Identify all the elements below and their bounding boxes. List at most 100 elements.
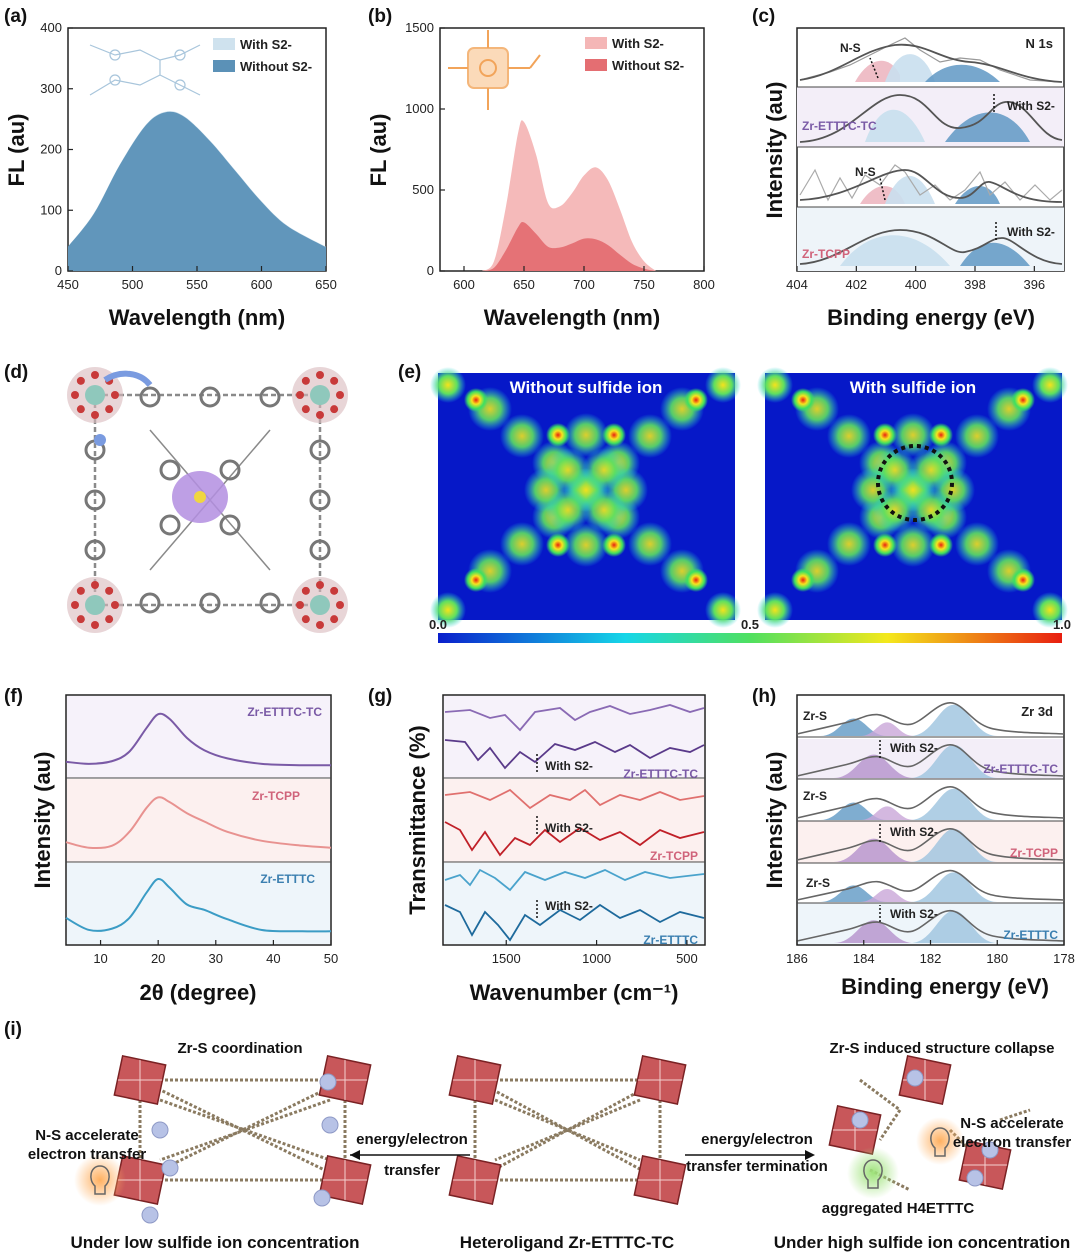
legend-a-swatch-2 <box>213 60 235 72</box>
f-xtick-label: 40 <box>266 951 280 966</box>
porphyrin-ring <box>219 459 241 481</box>
oxygen-atom <box>71 391 79 399</box>
a-xtick-label: 650 <box>315 277 337 292</box>
i-arrow-left-2: transfer <box>384 1162 440 1179</box>
heatmap-left-title-1: Without sulfide ion <box>510 378 663 397</box>
c-xtick-label: 398 <box>964 277 986 292</box>
i-left-note-2: electron transfer <box>28 1146 147 1163</box>
xps-h-fit <box>796 786 1065 819</box>
charge-map-e: Without sulfide ion With sulfide ion 0.0… <box>429 367 1071 643</box>
density-blob <box>955 522 999 566</box>
a-ytick-label: 200 <box>40 142 62 157</box>
xrd-trace-zr-tcpp <box>65 796 332 850</box>
heatmap-right-title-1: With sulfide ion <box>850 378 976 397</box>
oxygen-atom <box>76 586 85 595</box>
zr-node-facet <box>638 1160 682 1200</box>
density-hotspot <box>873 423 897 447</box>
xps-c-fit <box>799 43 1063 83</box>
xps-h-peak <box>910 788 998 820</box>
chart-c: N 1s N-S With S2- Zr-ETTTC-TC N-S With S… <box>762 27 1065 330</box>
legend-a-swatch-1 <box>213 38 235 50</box>
sulfide-ion <box>313 1189 331 1207</box>
sulfur-atom <box>194 491 206 503</box>
c-xtick-label: 400 <box>905 277 927 292</box>
zr-node-facet <box>453 1060 497 1100</box>
density-blob <box>827 414 871 458</box>
sulfide-ion <box>851 1111 869 1129</box>
legend-b-swatch-2 <box>585 59 607 71</box>
oxygen-atom <box>316 621 324 629</box>
a-ytick-label: 0 <box>55 263 62 278</box>
i-right-title: Zr-S induced structure collapse <box>829 1040 1054 1057</box>
density-hotspot <box>684 568 708 592</box>
arrow-right-head <box>805 1150 815 1160</box>
chart-b-molecule <box>448 30 541 110</box>
xps-h-peak <box>860 889 914 902</box>
h-xtick-label: 184 <box>853 951 875 966</box>
density-blob <box>564 523 608 567</box>
chart-f-frame <box>65 694 332 946</box>
sulfide-ion <box>151 1121 169 1139</box>
colorbar-tick: 0.5 <box>741 617 759 632</box>
chart-g-annot: With S2- <box>545 899 593 913</box>
sulfide-ion <box>161 1159 179 1177</box>
density-corner <box>430 592 466 628</box>
highlight-circle <box>876 444 954 522</box>
density-hotspot <box>546 533 570 557</box>
a-xtick-label: 600 <box>251 277 273 292</box>
xps-c-peak <box>955 186 1000 204</box>
chart-c-arrow <box>869 57 879 79</box>
chart-h-title: Zr 3d <box>1021 704 1053 719</box>
oxygen-atom <box>296 601 304 609</box>
chart-g-xlabel: Wavenumber (cm⁻¹) <box>470 980 679 1005</box>
a-ytick-label: 100 <box>40 202 62 217</box>
i-left-title: Zr-S coordination <box>178 1040 303 1057</box>
density-hotspot <box>1011 388 1035 412</box>
linker-ring <box>259 592 281 614</box>
oxygen-atom <box>91 411 99 419</box>
density-blob <box>564 413 608 457</box>
arrow-left-head <box>350 1150 360 1160</box>
oxygen-atom <box>76 405 85 414</box>
h-xtick-label: 180 <box>986 951 1008 966</box>
xps-h-peak <box>910 910 998 943</box>
i-arrow-right-1: energy/electron <box>701 1131 813 1148</box>
oxygen-atom <box>330 405 339 414</box>
chart-f-xlabel: 2θ (degree) <box>139 980 256 1005</box>
panel-label-c: (c) <box>752 6 775 27</box>
density-blob <box>628 522 672 566</box>
zr-atom <box>85 595 105 615</box>
xps-c-fit <box>799 229 1063 265</box>
ftir-trace <box>444 739 705 770</box>
oxygen-atom <box>336 601 344 609</box>
i-right-caption: Under high sulfide ion concentration <box>774 1233 1071 1252</box>
xps-c-fit <box>799 94 1063 143</box>
chart-h: Zr 3d Zr-S With S2- Zr-S With S2- Zr-S W… <box>762 694 1075 999</box>
linker-ring <box>199 592 221 614</box>
panel-label-b: (b) <box>368 6 392 27</box>
ftir-trace <box>444 704 705 732</box>
oxygen-atom <box>91 371 99 379</box>
porphyrin-ring <box>159 459 181 481</box>
chart-g-annot: With S2- <box>545 821 593 835</box>
ftir-trace <box>444 788 705 810</box>
zr-node-facet <box>453 1160 497 1200</box>
bulb-glow <box>847 1147 899 1199</box>
chart-c-annot: With S2- <box>1007 99 1055 113</box>
density-hotspot <box>929 533 953 557</box>
density-blob <box>628 414 672 458</box>
c-xtick-label: 404 <box>786 277 808 292</box>
colorbar-tick: 1.0 <box>1053 617 1071 632</box>
chart-a-ylabel: FL (au) <box>4 114 29 187</box>
xps-h-fit <box>796 909 1065 942</box>
xps-h-peak <box>910 704 998 736</box>
linker-ring <box>259 386 281 408</box>
chart-b-ylabel: FL (au) <box>366 114 391 187</box>
density-blob <box>955 414 999 458</box>
oxygen-atom <box>316 411 324 419</box>
density-hotspot <box>873 533 897 557</box>
i-center-caption: Heteroligand Zr-ETTTC-TC <box>460 1233 674 1252</box>
chart-f-series-label: Zr-ETTTC <box>260 872 315 886</box>
chart-g-stack-label: Zr-TCPP <box>650 849 698 863</box>
